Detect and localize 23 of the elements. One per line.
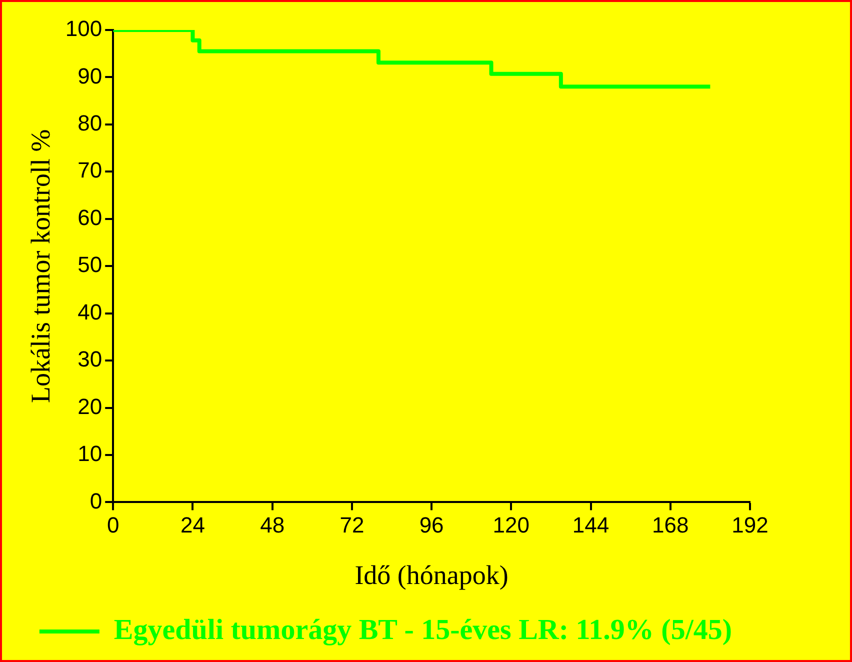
y-tick-label: 80 <box>78 110 102 136</box>
x-tick-label: 120 <box>492 512 530 538</box>
y-tick-label: 30 <box>78 346 102 372</box>
y-tick-label: 10 <box>78 441 102 466</box>
x-tick-label: 96 <box>419 512 444 538</box>
x-tick-label: 0 <box>106 512 120 538</box>
y-tick-label: 50 <box>78 252 102 278</box>
y-axis-title: Lokális tumor kontroll % <box>25 129 56 403</box>
legend-label: Egyedüli tumorágy BT - 15-éves LR: 11.9% (5/45) <box>114 614 732 646</box>
y-tick-label: 20 <box>78 394 102 419</box>
x-tick-label: 72 <box>340 512 364 538</box>
y-tick-label: 0 <box>90 488 102 514</box>
x-tick-label: 144 <box>572 512 610 538</box>
y-tick-label: 40 <box>78 299 102 324</box>
x-tick-label: 192 <box>732 512 768 538</box>
y-tick-label: 60 <box>78 204 102 230</box>
x-tick-label: 168 <box>652 512 689 538</box>
x-axis-title: Idő (hónapok) <box>354 560 508 590</box>
x-tick-label: 48 <box>260 512 285 538</box>
y-tick-label: 90 <box>78 63 102 88</box>
y-tick-label: 100 <box>65 16 102 42</box>
y-tick-label: 70 <box>78 158 102 183</box>
x-tick-label: 24 <box>180 512 205 538</box>
